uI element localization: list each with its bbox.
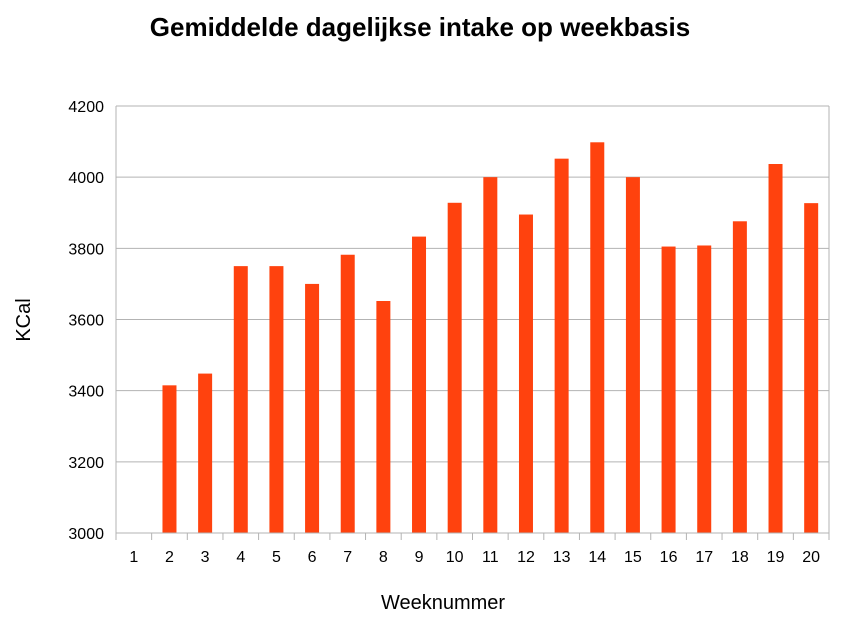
x-tick-label: 18 — [731, 549, 749, 566]
x-tick-label: 14 — [588, 549, 606, 566]
gridlines — [116, 105, 829, 534]
y-tick-label: 3000 — [68, 526, 104, 543]
x-tick-label: 20 — [802, 549, 820, 566]
x-tick-label: 1 — [129, 549, 138, 566]
x-tick-label: 13 — [553, 549, 571, 566]
x-tick-label: 17 — [695, 549, 713, 566]
bar-week-8 — [376, 300, 391, 533]
x-tick-label: 19 — [767, 549, 785, 566]
x-tick-label: 15 — [624, 549, 642, 566]
axes — [115, 106, 830, 540]
x-tick-label: 7 — [343, 549, 352, 566]
bars — [162, 142, 819, 534]
bar-week-14 — [590, 142, 605, 534]
y-tick-label: 3200 — [68, 455, 104, 472]
x-axis-title: Weeknummer — [381, 592, 505, 614]
y-tick-label: 4200 — [68, 99, 104, 116]
x-tick-label: 8 — [379, 549, 388, 566]
x-tick-label: 16 — [660, 549, 678, 566]
bar-week-10 — [447, 202, 462, 533]
bar-week-19 — [768, 164, 783, 533]
y-tick-labels: 3000 3200 3400 3600 3800 4000 4200 — [68, 99, 104, 543]
bar-week-6 — [305, 283, 320, 533]
y-tick-label: 3400 — [68, 384, 104, 401]
x-tick-label: 6 — [308, 549, 317, 566]
bar-week-11 — [483, 177, 498, 533]
x-tick-label: 4 — [236, 549, 245, 566]
bar-week-17 — [697, 245, 712, 533]
bar-week-15 — [625, 177, 640, 533]
x-tick-label: 5 — [272, 549, 281, 566]
bar-week-18 — [732, 221, 747, 534]
bar-week-5 — [269, 266, 284, 533]
y-axis-title: KCal — [13, 298, 35, 341]
bar-week-3 — [198, 373, 213, 533]
bar-week-12 — [518, 214, 533, 533]
bar-week-2 — [162, 385, 177, 533]
bar-week-20 — [804, 203, 819, 533]
bar-week-13 — [554, 158, 569, 533]
x-tick-labels: 1 2 3 4 5 6 7 8 9 10 11 12 13 14 15 16 17 18 19 20 — [129, 549, 820, 566]
bar-week-9 — [412, 236, 427, 534]
x-tick-label: 10 — [446, 549, 464, 566]
y-tick-label: 4000 — [68, 170, 104, 187]
y-tick-label: 3600 — [68, 313, 104, 330]
x-tick-label: 12 — [517, 549, 535, 566]
y-tick-label: 3800 — [68, 241, 104, 258]
x-tick-label: 11 — [482, 549, 499, 566]
bar-week-7 — [340, 254, 355, 533]
x-tick-label: 3 — [201, 549, 210, 566]
bar-week-4 — [233, 266, 248, 533]
chart-title: Gemiddelde dagelijkse intake op weekbasi… — [149, 12, 691, 42]
bar-week-16 — [661, 246, 676, 533]
x-tick-label: 2 — [165, 549, 174, 566]
x-tick-label: 9 — [415, 549, 424, 566]
